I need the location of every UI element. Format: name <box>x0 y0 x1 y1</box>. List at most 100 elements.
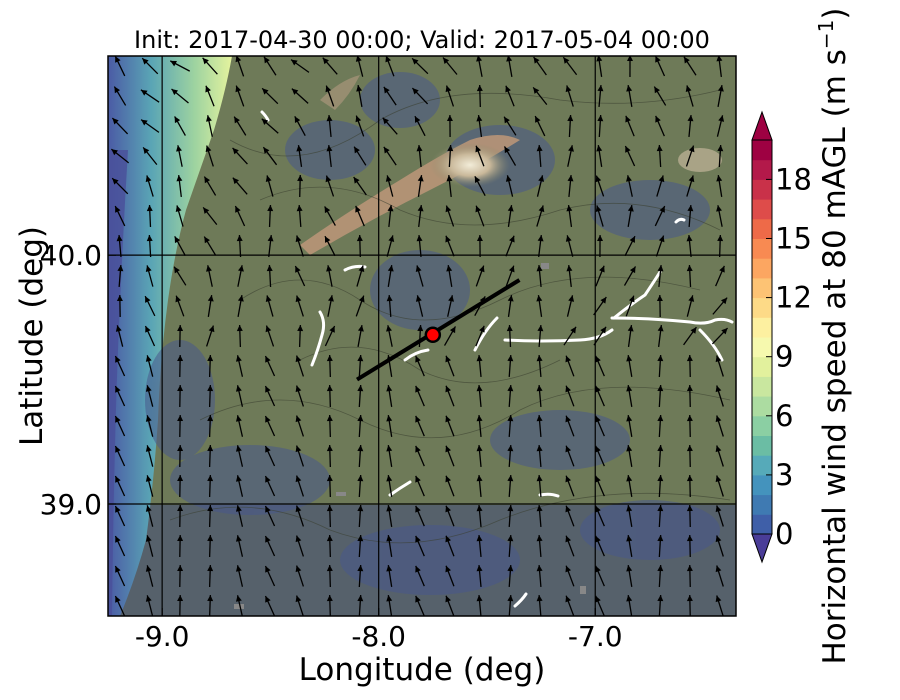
ocean-strip <box>108 150 128 616</box>
wind-arrow <box>595 205 604 227</box>
wind-arrow-head <box>657 505 664 512</box>
wind-arrow-head <box>415 595 421 603</box>
wind-arrow <box>475 325 485 347</box>
wind-arrow <box>411 87 429 105</box>
wind-arrow-head <box>235 385 242 392</box>
wind-arrow <box>625 295 635 317</box>
wind-arrow-head <box>445 595 452 603</box>
wind-arrow-head <box>507 385 514 392</box>
wind-arrow <box>235 595 243 616</box>
wind-arrow <box>447 144 454 168</box>
wind-arrow <box>715 505 724 527</box>
wind-arrow <box>324 235 336 257</box>
wind-arrow <box>445 385 455 407</box>
wind-arrow <box>207 504 214 528</box>
wind-arrow-head <box>204 176 211 184</box>
wind-arrow-head <box>387 265 394 272</box>
wind-arrow-head <box>295 385 302 393</box>
wind-arrow <box>595 175 605 197</box>
wind-arrow <box>267 234 274 258</box>
colorbar-segment <box>752 238 772 259</box>
wind-arrow <box>593 326 607 346</box>
wind-arrow <box>177 594 184 616</box>
wind-arrow-head <box>326 565 333 572</box>
wind-arrow-head <box>686 265 693 272</box>
wind-arrow <box>715 355 724 377</box>
wind-arrow <box>233 116 247 136</box>
wind-arrow-head <box>597 235 604 242</box>
wind-arrow-head <box>295 595 302 603</box>
wind-arrow <box>686 534 693 558</box>
wind-arrow <box>326 265 333 287</box>
wind-arrow <box>415 445 425 467</box>
wind-arrow <box>295 355 305 377</box>
wind-arrow-head <box>235 475 242 482</box>
wind-arrow-head <box>326 115 333 122</box>
wind-arrow <box>110 148 130 164</box>
wind-arrow <box>264 475 276 497</box>
wind-arrow <box>445 85 455 107</box>
wind-arrow <box>295 535 305 557</box>
wind-arrow-head <box>326 505 333 512</box>
wind-arrow <box>445 235 455 257</box>
wind-arrow-head <box>115 385 121 393</box>
wind-arrow-head <box>386 385 393 392</box>
wind-arrow-head <box>715 595 722 603</box>
wind-arrow <box>685 85 694 107</box>
wind-arrow <box>626 85 633 107</box>
wind-arrow-head <box>684 56 690 64</box>
wind-arrow <box>566 295 575 317</box>
wind-arrow-head <box>595 205 602 213</box>
colorbar-tick-label: 3 <box>775 458 793 492</box>
wind-arrow <box>624 145 636 167</box>
colorbar-extend-bottom <box>751 533 773 564</box>
wind-arrow-head <box>208 325 215 333</box>
wind-arrow-head <box>235 56 242 63</box>
wind-arrow <box>114 505 126 527</box>
wind-arrow-head <box>657 385 664 392</box>
wind-arrow-head <box>175 295 182 303</box>
wind-arrow <box>715 265 725 287</box>
wind-arrow-head <box>115 56 121 63</box>
wind-arrow-head <box>720 297 728 305</box>
wind-arrow-head <box>235 355 242 362</box>
wind-arrow-head <box>656 295 663 302</box>
wind-arrow <box>626 415 633 437</box>
wind-arrow <box>626 505 633 527</box>
wind-arrow-head <box>597 115 604 122</box>
wind-arrow-head <box>116 295 123 302</box>
wind-arrow-head <box>533 87 540 94</box>
wind-arrow-head <box>657 415 664 422</box>
wind-arrow-head <box>415 475 421 483</box>
wind-arrow-head <box>629 236 635 243</box>
wind-arrow <box>295 385 305 407</box>
wind-arrow <box>415 505 425 527</box>
wind-arrow-head <box>626 445 633 452</box>
wind-arrow-head <box>686 385 693 392</box>
wind-arrow-head <box>265 475 271 483</box>
wind-arrow-head <box>417 175 424 182</box>
wind-arrow-head <box>686 565 693 572</box>
wind-arrow-head <box>141 119 148 126</box>
wind-arrow-head <box>206 265 212 272</box>
wind-arrow-head <box>688 295 695 302</box>
wind-arrow <box>715 445 724 467</box>
wind-arrow-head <box>387 205 394 212</box>
wind-arrow <box>657 325 664 347</box>
wind-arrow <box>536 594 543 616</box>
wind-arrow <box>173 266 187 286</box>
wind-arrow <box>657 444 664 468</box>
wind-arrow <box>326 594 333 616</box>
wind-arrow-head <box>177 385 184 392</box>
wind-arrow <box>715 595 724 616</box>
wind-arrow <box>445 205 455 227</box>
wind-arrow <box>626 445 633 467</box>
wind-arrow <box>715 475 724 497</box>
wind-arrow-head <box>295 535 302 543</box>
wind-arrow-head <box>686 235 693 242</box>
wind-arrow-head <box>446 175 453 182</box>
wind-arrow-head <box>415 295 422 302</box>
wind-arrow-head <box>654 86 660 94</box>
wind-arrow-head <box>715 445 722 453</box>
wind-arrow-head <box>145 535 152 542</box>
